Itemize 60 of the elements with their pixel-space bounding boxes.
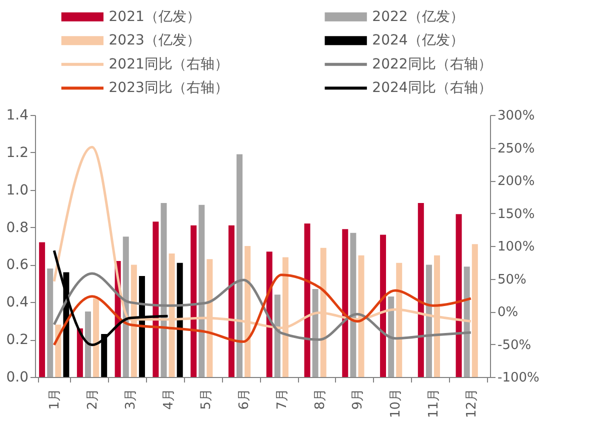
legend-label: 2022同比（右轴） [372, 56, 492, 72]
bar [236, 154, 243, 377]
legend-label: 2024同比（右轴） [372, 80, 492, 96]
bar [84, 312, 91, 377]
legend-label: 2023同比（右轴） [108, 80, 228, 96]
x-tick-label: 9月 [350, 388, 366, 410]
x-tick-label: 4月 [161, 388, 176, 410]
y-tick-label: 0.4 [6, 294, 29, 311]
y2-tick-label: 200% [498, 174, 535, 189]
y2-tick-label: -50% [498, 338, 532, 353]
legend-label: 2024（亿发） [372, 32, 464, 49]
y-tick-label: 1.0 [6, 182, 28, 198]
y-tick-label: 0.2 [6, 332, 28, 348]
bar [198, 204, 205, 377]
x-tick-label: 11月 [426, 388, 442, 418]
y2-tick-label: 100% [498, 240, 535, 254]
bar [380, 234, 386, 377]
x-tick-label: 1月 [48, 388, 63, 410]
legend-label: 2022（亿发） [372, 8, 464, 25]
y2-tick-label: 50% [498, 272, 526, 288]
bar [152, 222, 159, 377]
y-tick-label: 0.8 [6, 220, 28, 236]
bar [93, 298, 100, 377]
x-tick-label: 5月 [199, 388, 214, 410]
x-tick-label: 8月 [312, 388, 328, 410]
bar [342, 229, 348, 377]
y2-tick-label: 150% [498, 206, 535, 222]
bar [228, 225, 234, 377]
bar [190, 225, 197, 377]
bar [160, 202, 167, 377]
y-tick-label: 0.6 [6, 257, 29, 274]
x-tick-label: 3月 [123, 388, 138, 410]
y2-tick-label: -100% [498, 370, 540, 386]
bar [39, 242, 46, 377]
x-tick-label: 2月 [86, 388, 101, 410]
legend-label: 2021（亿发） [108, 8, 200, 25]
y2-tick-label: 250% [498, 141, 535, 156]
bar [388, 296, 394, 377]
bar [456, 214, 462, 377]
bar [418, 202, 424, 377]
bar [176, 262, 183, 377]
legend-label: 2023（亿发） [108, 32, 200, 49]
x-tick-label: 6月 [237, 388, 252, 410]
bar [312, 289, 318, 377]
y-tick-label: 1.2 [6, 144, 28, 161]
bar [426, 264, 432, 377]
bar [274, 294, 280, 377]
bar [304, 224, 310, 377]
bar [47, 268, 54, 377]
bar [464, 266, 470, 377]
y-tick-label: 0.0 [6, 370, 28, 386]
x-tick-label: 7月 [274, 388, 290, 410]
x-tick-label: 10月 [388, 388, 404, 418]
legend-label: 2021同比（右轴） [108, 56, 228, 72]
y2-tick-label: 0% [498, 305, 518, 320]
y-tick-label: 1.4 [6, 108, 29, 124]
y2-tick-label: 300% [498, 108, 535, 124]
x-tick-label: 12月 [464, 388, 480, 418]
bar [350, 232, 356, 377]
bar [76, 328, 83, 377]
